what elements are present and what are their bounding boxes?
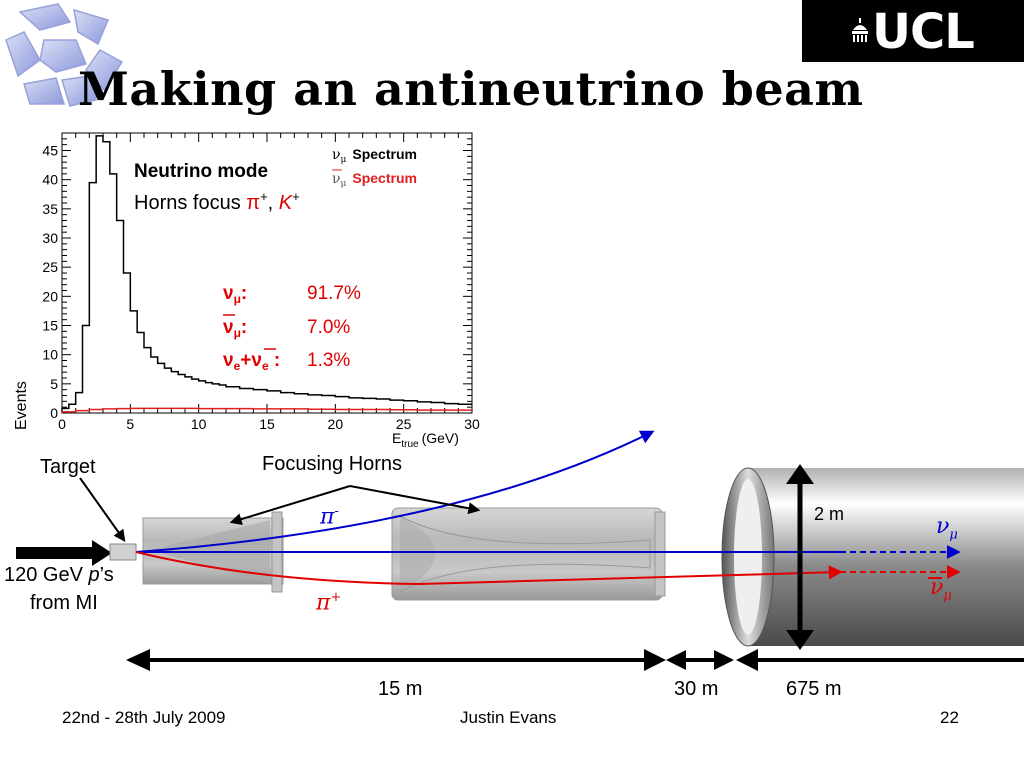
footer-date: 22nd - 28th July 2009 bbox=[62, 708, 226, 727]
y-tick-label: 0 bbox=[50, 405, 58, 421]
y-tick-label: 40 bbox=[42, 172, 58, 188]
legend-numubar-symbol: ν bbox=[332, 171, 341, 187]
y-tick-label: 10 bbox=[42, 347, 58, 363]
numubar-bar bbox=[928, 577, 942, 579]
legend-numubar-sub: μ bbox=[341, 179, 347, 189]
x-axis-label-main: E bbox=[392, 430, 401, 446]
x-axis-label-unit: (GeV) bbox=[422, 430, 459, 446]
energy-spectrum-chart: 0 5 10 15 20 25 30 0 5 10 15 20 25 30 35 40 45 Events Et… bbox=[13, 132, 480, 450]
horn-2 bbox=[391, 507, 666, 601]
chart-axes: 0 5 10 15 20 25 30 0 5 10 15 20 25 30 35 40 45 bbox=[42, 132, 480, 432]
proton-beam-arrowhead bbox=[92, 540, 112, 566]
conference-logo-icon bbox=[5, 3, 124, 107]
flavour-fractions: νμ: 91.7% νμ: 7.0% νe+νe : 1.3% bbox=[223, 283, 361, 373]
horns-pi-sup: + bbox=[260, 189, 268, 204]
legend-numu-sub: μ bbox=[341, 155, 347, 165]
y-tick-label: 30 bbox=[42, 230, 58, 246]
legend-numu-symbol: ν bbox=[332, 147, 341, 163]
numu-label: νμ bbox=[936, 514, 958, 543]
distance-675m-label: 675 m bbox=[786, 678, 842, 700]
target-pointer bbox=[79, 477, 126, 542]
horns-pointer-left bbox=[229, 485, 351, 525]
fraction-numu-value: 91.7% bbox=[307, 283, 361, 304]
fraction-numubar-value: 7.0% bbox=[307, 317, 350, 338]
distance-30m-label: 30 m bbox=[674, 678, 719, 700]
fraction-numubar-label: νμ: bbox=[223, 317, 247, 340]
chart-legend: νμ Spectrum νμ Spectrum bbox=[332, 146, 417, 189]
y-tick-label: 15 bbox=[42, 318, 58, 334]
legend-entry-numu: νμ Spectrum bbox=[332, 146, 417, 165]
protons-label-line1: 120 GeV p’s bbox=[4, 564, 114, 586]
y-tick-label: 35 bbox=[42, 201, 58, 217]
decay-pipe bbox=[721, 467, 1024, 647]
pi-plus-track bbox=[135, 551, 843, 586]
protons-label-line2: from MI bbox=[30, 592, 98, 614]
pi-minus-track bbox=[135, 430, 655, 553]
x-axis-label: Etrue (GeV) bbox=[392, 430, 459, 450]
histogram-series-0 bbox=[61, 135, 472, 413]
x-tick-label: 15 bbox=[259, 416, 275, 432]
x-tick-label: 20 bbox=[328, 416, 344, 432]
y-tick-label: 5 bbox=[50, 376, 58, 392]
legend-numu-text: Spectrum bbox=[352, 146, 417, 162]
x-axis-label-sub: true bbox=[401, 439, 419, 450]
x-tick-label: 30 bbox=[464, 416, 480, 432]
distance-arrows bbox=[126, 649, 1024, 671]
proton-beam-arrow bbox=[16, 547, 98, 559]
pi-minus-label: π- bbox=[320, 504, 339, 530]
horns-comma: , bbox=[268, 192, 279, 214]
horns-focus-text: Horns focus π+, K+ bbox=[134, 189, 300, 214]
footer-author: Justin Evans bbox=[460, 708, 557, 727]
legend-entry-numubar: νμ Spectrum bbox=[332, 170, 417, 189]
fraction-nue-value: 1.3% bbox=[307, 350, 350, 371]
numubar-label: νμ bbox=[930, 575, 952, 604]
histogram-series-1 bbox=[61, 407, 472, 413]
x-tick-label: 0 bbox=[58, 416, 66, 432]
chart-series bbox=[61, 135, 472, 413]
footer-page-number: 22 bbox=[940, 708, 959, 727]
ucl-logo-text: UCL bbox=[872, 4, 975, 60]
y-tick-label: 25 bbox=[42, 259, 58, 275]
y-axis-label: Events bbox=[13, 381, 30, 430]
target bbox=[109, 543, 137, 561]
y-tick-label: 45 bbox=[42, 143, 58, 159]
x-tick-label: 25 bbox=[396, 416, 412, 432]
slide-title: Making an antineutrino beam bbox=[78, 62, 864, 116]
horns-pi: π bbox=[246, 192, 260, 214]
y-tick-label: 20 bbox=[42, 288, 58, 304]
ucl-dome-icon bbox=[852, 18, 868, 42]
horns-k: K bbox=[279, 192, 294, 214]
pi-plus-label: π+ bbox=[316, 590, 342, 616]
horns-pointer-right bbox=[349, 485, 481, 515]
ucl-logo: UCL bbox=[802, 0, 1024, 62]
beamline-diagram bbox=[16, 430, 1024, 671]
focusing-horns-label: Focusing Horns bbox=[262, 453, 403, 475]
decay-pipe-diameter-label: 2 m bbox=[814, 504, 845, 524]
horns-k-sup: + bbox=[292, 189, 300, 204]
target-label: Target bbox=[40, 456, 96, 478]
legend-numubar-text: Spectrum bbox=[352, 170, 417, 186]
x-tick-label: 10 bbox=[191, 416, 207, 432]
horns-focus-prefix: Horns focus bbox=[134, 192, 246, 214]
distance-15m-label: 15 m bbox=[378, 678, 423, 700]
neutrino-mode-title: Neutrino mode bbox=[134, 161, 268, 182]
x-tick-label: 5 bbox=[126, 416, 134, 432]
fraction-nue-label: νe+νe : bbox=[223, 350, 280, 373]
fraction-numu-label: νμ: bbox=[223, 283, 247, 306]
